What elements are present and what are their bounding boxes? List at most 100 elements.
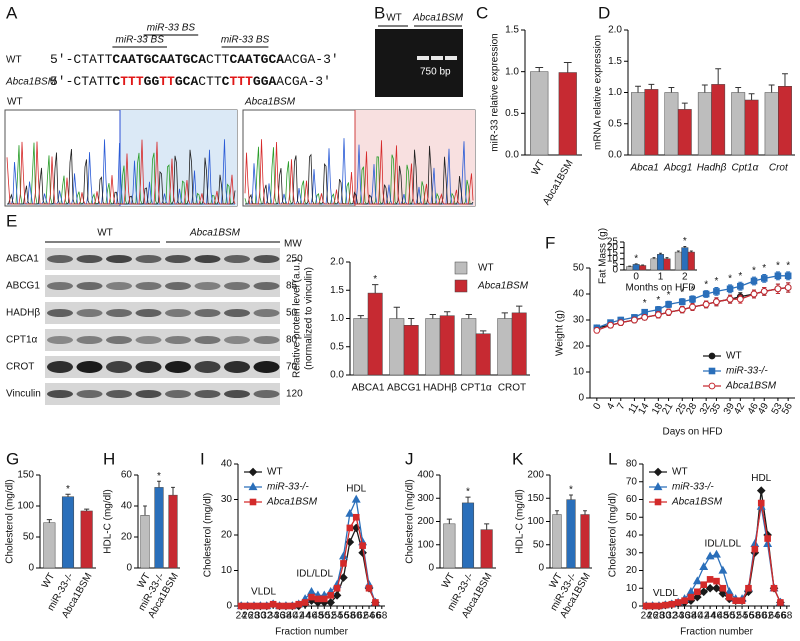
x-tick-label: 56 bbox=[743, 611, 755, 622]
marker bbox=[359, 542, 366, 549]
x-tick-label: 7 bbox=[615, 401, 628, 412]
marker bbox=[708, 382, 716, 390]
significance: * bbox=[680, 287, 684, 298]
panel-letter: C bbox=[476, 3, 488, 22]
blot-band bbox=[165, 255, 191, 263]
blot-mw: 250 bbox=[286, 254, 303, 265]
bar bbox=[425, 318, 441, 376]
blot-band bbox=[165, 390, 191, 398]
y-tick-label: 150 bbox=[527, 493, 544, 504]
blot-band bbox=[194, 361, 221, 373]
marker bbox=[339, 551, 348, 560]
y-tick-label: 0 bbox=[126, 563, 132, 574]
bar bbox=[403, 325, 419, 376]
x-tick-label: 46 bbox=[746, 401, 761, 417]
site-label: miR-33 BS bbox=[147, 23, 196, 34]
y-tick-label: 100 bbox=[417, 539, 434, 550]
y-axis-label: Cholesterol (mg/dl) bbox=[608, 493, 619, 577]
trace-label: WT bbox=[7, 97, 23, 108]
y-axis-label: Fat Mass (g) bbox=[598, 228, 609, 284]
y-axis-label: Cholesterol (mg/dl) bbox=[405, 479, 416, 563]
marker bbox=[706, 576, 714, 583]
marker bbox=[713, 288, 720, 295]
trace-highlight bbox=[120, 110, 237, 206]
bar bbox=[353, 318, 369, 376]
marker bbox=[340, 560, 347, 567]
sequence-segment: C bbox=[112, 74, 120, 89]
bar bbox=[764, 92, 779, 156]
error-bar bbox=[668, 87, 675, 93]
marker bbox=[751, 545, 759, 553]
legend-label: miR-33-/- bbox=[267, 482, 309, 493]
bar bbox=[657, 254, 664, 271]
marker bbox=[642, 602, 650, 610]
y-tick-label: 0 bbox=[578, 393, 584, 404]
blot-mw: 80 bbox=[286, 335, 298, 346]
gel-band bbox=[445, 56, 457, 60]
marker bbox=[351, 494, 361, 503]
y-tick-label: 60 bbox=[121, 470, 133, 481]
trace bbox=[6, 139, 236, 205]
marker bbox=[282, 602, 290, 610]
bar bbox=[552, 514, 562, 569]
blot-band bbox=[135, 390, 162, 398]
y-axis-label: Relative protein level (a.u.) bbox=[292, 259, 303, 378]
marker bbox=[678, 298, 686, 306]
bar bbox=[558, 72, 577, 156]
x-axis-label: Fraction number bbox=[275, 627, 348, 638]
y-tick-label: 40 bbox=[573, 289, 585, 300]
x-tick-label: 58 bbox=[344, 611, 356, 622]
legend-swatch bbox=[454, 261, 468, 275]
marker bbox=[760, 288, 768, 295]
blot-band bbox=[76, 361, 103, 373]
error-bar bbox=[408, 318, 415, 326]
bar bbox=[443, 523, 456, 569]
significance: * bbox=[752, 266, 756, 277]
annotation: IDL/LDL bbox=[705, 539, 742, 550]
x-tick-label: ABCG1 bbox=[387, 383, 421, 394]
x-tick-label: 44 bbox=[300, 611, 312, 622]
legend-label: WT bbox=[267, 467, 283, 478]
x-tick-label: 40 bbox=[287, 611, 299, 622]
blot-group: WT bbox=[97, 228, 113, 239]
marker bbox=[346, 524, 354, 532]
marker bbox=[320, 595, 328, 603]
error-bar bbox=[659, 252, 662, 255]
x-tick-label: 24 bbox=[641, 611, 653, 622]
sequence: 5'-CTATTCTTTGGTTGCACTTCTTTGGAACGA-3' bbox=[50, 74, 331, 89]
bar bbox=[731, 92, 746, 156]
x-tick-label: 39 bbox=[722, 401, 737, 417]
y-axis-label: HDL-C (mg/dl) bbox=[515, 489, 526, 553]
marker bbox=[699, 562, 709, 571]
y-tick-label: 50 bbox=[626, 512, 638, 523]
x-tick-label: 68 bbox=[376, 611, 388, 622]
trace bbox=[245, 138, 473, 205]
sequence-segment: TT bbox=[159, 74, 175, 89]
marker bbox=[737, 282, 744, 290]
marker bbox=[249, 498, 257, 506]
error-bar bbox=[665, 257, 669, 259]
panel-letter: L bbox=[608, 449, 617, 468]
y-tick-label: 25 bbox=[607, 237, 619, 248]
x-tick-label: ABCA1 bbox=[352, 383, 385, 394]
blot-band bbox=[224, 336, 250, 344]
error-bar bbox=[465, 314, 472, 319]
marker bbox=[244, 602, 251, 610]
marker bbox=[702, 301, 710, 308]
error-bar bbox=[372, 284, 379, 294]
trace bbox=[7, 139, 235, 205]
error-bar bbox=[446, 518, 452, 524]
x-tick-label: WT bbox=[40, 571, 57, 590]
error-bar bbox=[393, 306, 400, 319]
legend-label: WT bbox=[672, 467, 688, 478]
x-tick-label: 42 bbox=[293, 611, 305, 622]
blot-band bbox=[47, 255, 73, 263]
bar bbox=[631, 92, 645, 156]
sequence-segment: 5'-CTATT bbox=[50, 52, 113, 67]
error-bar bbox=[65, 493, 71, 497]
error-bar bbox=[635, 85, 641, 93]
error-bar bbox=[157, 480, 161, 488]
marker bbox=[686, 586, 696, 595]
marker bbox=[692, 576, 702, 585]
